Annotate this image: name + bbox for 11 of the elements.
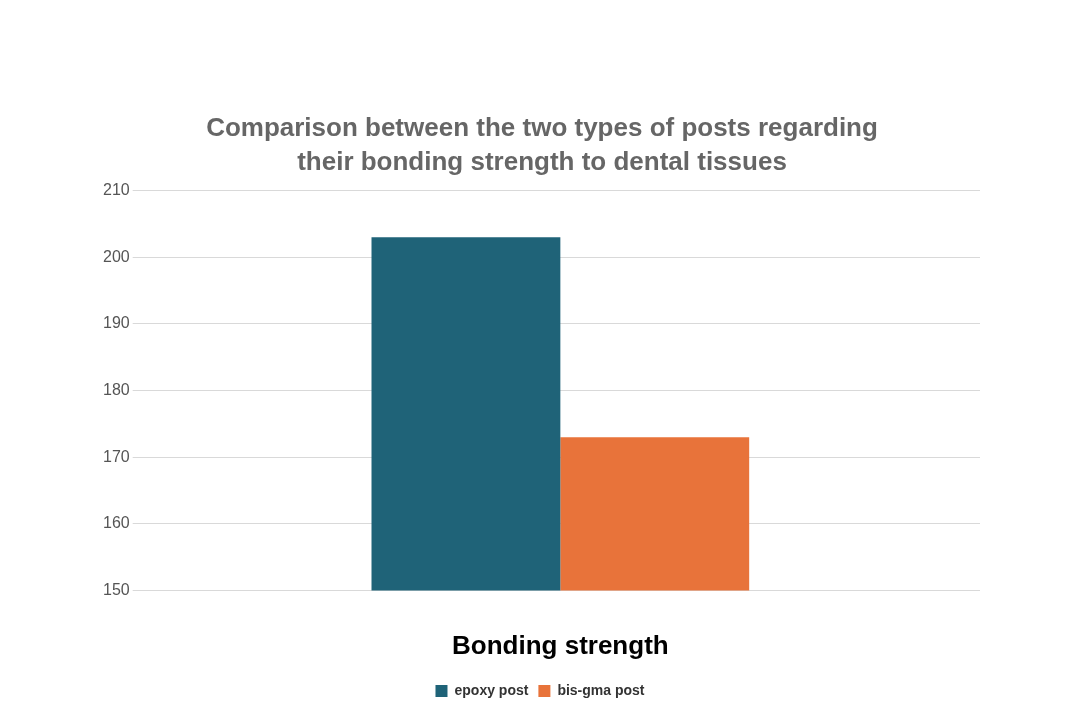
legend-label: epoxy post xyxy=(454,681,529,698)
y-tick-label: 190 xyxy=(102,314,130,332)
x-axis-title: Bonding strength xyxy=(452,629,669,660)
y-tick-label: 200 xyxy=(102,247,130,265)
chart-title: Comparison between the two types of posts regarding their bonding strength to dental tissues xyxy=(205,111,879,178)
y-tick-label: 170 xyxy=(102,447,130,465)
y-tick-label: 180 xyxy=(102,380,130,398)
y-tick-label: 160 xyxy=(102,514,130,532)
y-tick-label: 210 xyxy=(102,181,130,199)
legend-label: bis-gma post xyxy=(557,681,645,698)
y-tick-label: 150 xyxy=(102,580,130,598)
